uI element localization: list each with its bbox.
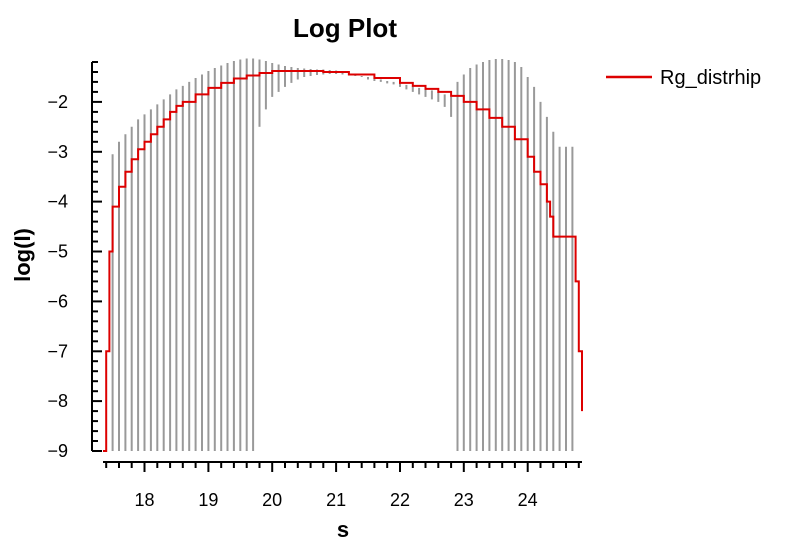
x-tick-label: 23 <box>454 490 474 510</box>
legend-label-rg-distrhip: Rg_distrhip <box>660 67 761 89</box>
x-tick-label: 18 <box>134 490 154 510</box>
x-tick-label: 19 <box>198 490 218 510</box>
y-tick-label: −9 <box>47 441 68 461</box>
x-axis-label: s <box>337 517 349 542</box>
y-tick-label: −2 <box>47 92 68 112</box>
y-tick-label: −3 <box>47 142 68 162</box>
y-axis-ticks: −9 −8 −7 −6 −5 −4 −3 −2 <box>47 61 102 461</box>
y-tick-label: −5 <box>47 242 68 262</box>
y-axis-label: log(I) <box>10 228 35 282</box>
error-bars <box>111 58 574 451</box>
chart-title: Log Plot <box>293 13 397 43</box>
y-tick-label: −8 <box>47 391 68 411</box>
x-axis-ticks: 18 19 20 21 22 23 24 <box>105 462 580 510</box>
legend: Rg_distrhip <box>606 67 761 89</box>
x-tick-label: 24 <box>518 490 538 510</box>
x-tick-label: 20 <box>262 490 282 510</box>
x-tick-label: 22 <box>390 490 410 510</box>
y-tick-label: −4 <box>47 192 68 212</box>
y-tick-label: −6 <box>47 291 68 311</box>
x-tick-label: 21 <box>326 490 346 510</box>
y-tick-label: −7 <box>47 341 68 361</box>
series-line-rg-distrhip <box>103 70 583 452</box>
